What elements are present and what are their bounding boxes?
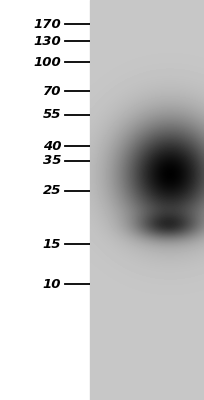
Text: 35: 35 [43,154,61,167]
Text: 40: 40 [43,140,61,152]
Text: 25: 25 [43,184,61,197]
Text: 130: 130 [33,35,61,48]
Text: 170: 170 [33,18,61,30]
Text: 55: 55 [43,108,61,121]
Text: 100: 100 [33,56,61,68]
Bar [90,0,204,400]
Text: 15: 15 [43,238,61,250]
Text: 70: 70 [43,85,61,98]
Bar [0,0,90,400]
Text: 10: 10 [43,278,61,290]
